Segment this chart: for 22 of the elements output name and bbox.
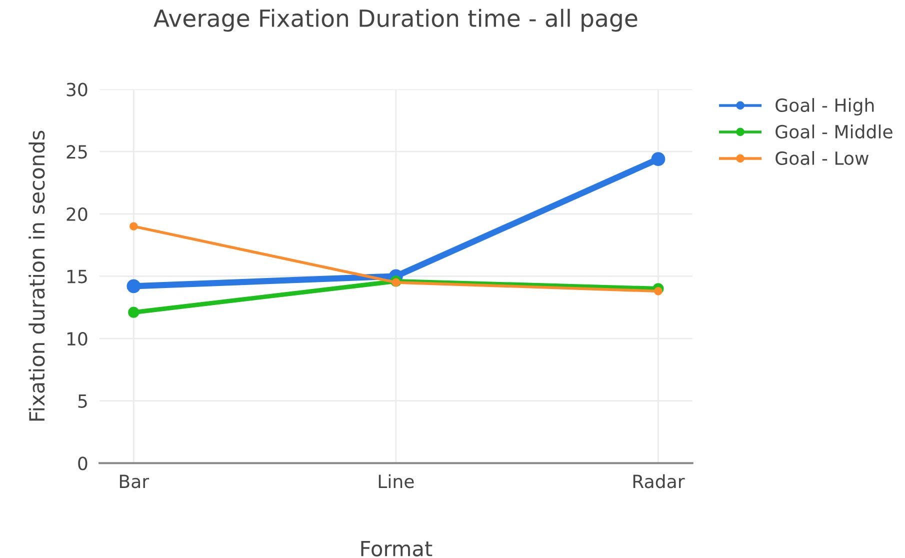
x-tick-label: Line xyxy=(378,474,414,488)
x-tick-label: Bar xyxy=(120,474,150,488)
y-tick-label: 20 xyxy=(66,207,88,222)
point xyxy=(651,152,666,166)
legend-label: Goal - Middle xyxy=(776,124,892,139)
chart-title: Average Fixation Duration time - all page xyxy=(154,8,638,32)
y-tick-label: 5 xyxy=(78,394,87,408)
y-tick-label: 25 xyxy=(66,145,87,159)
legend-label: Goal - High xyxy=(776,98,874,116)
point xyxy=(392,278,400,287)
y-axis-title: Fixation duration in seconds xyxy=(28,130,45,421)
y-tick-label: 15 xyxy=(67,270,87,284)
point xyxy=(129,222,138,231)
legend-label: Goal - Low xyxy=(776,151,869,166)
x-tick-label: Radar xyxy=(633,474,685,488)
y-tick-label: 0 xyxy=(78,456,88,470)
point xyxy=(654,286,662,296)
point xyxy=(126,279,141,294)
y-tick-label: 10 xyxy=(67,332,88,346)
y-tick-label: 30 xyxy=(66,82,88,96)
x-axis-title: Format xyxy=(361,540,432,556)
point xyxy=(128,306,140,318)
